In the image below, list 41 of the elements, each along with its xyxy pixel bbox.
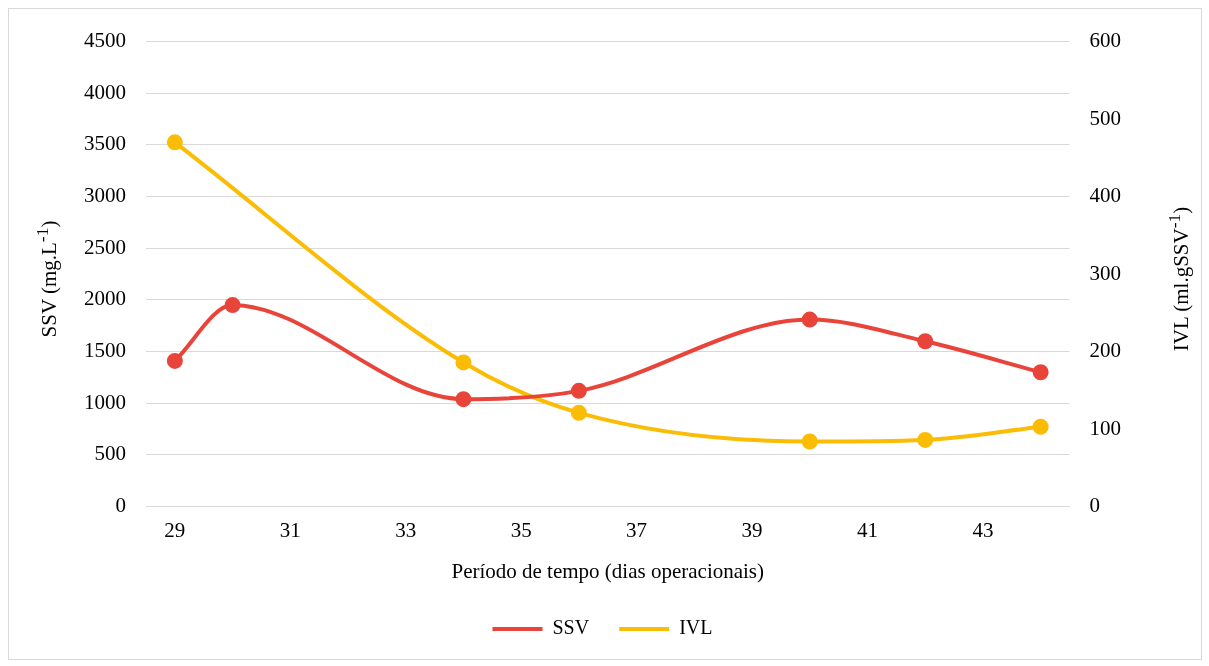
y2-tick-label: 200: [1089, 338, 1121, 363]
point: [455, 354, 472, 371]
y-tick-label: 1500: [84, 338, 126, 363]
point: [1032, 418, 1049, 435]
y-tick-label: 500: [94, 441, 126, 466]
y-tick-label: 1000: [84, 389, 126, 414]
y-tick-label: 0: [115, 493, 126, 518]
x-tick-label: 33: [395, 517, 417, 542]
point: [917, 333, 934, 350]
y2-tick-label: 500: [1089, 105, 1121, 130]
point: [224, 297, 241, 314]
x-tick-label: 37: [626, 517, 648, 542]
y-tick-label: 3500: [84, 131, 126, 156]
y2-tick-label: 400: [1089, 183, 1121, 208]
point: [166, 134, 183, 151]
x-tick-label: 31: [279, 517, 301, 542]
x-tick-label: 39: [741, 517, 763, 542]
legend-label: IVL: [679, 616, 713, 639]
y2-tick-label: 600: [1089, 28, 1121, 53]
y2-tick-label: 100: [1089, 415, 1121, 440]
legend-label: SSV: [552, 616, 590, 639]
y-tick-label: 4500: [84, 28, 126, 53]
y-tick-label: 2500: [84, 234, 126, 259]
y-tick-label: 2000: [84, 286, 126, 311]
x-tick-label: 41: [856, 517, 878, 542]
x-axis-title: Período de tempo (dias operacionais): [451, 558, 765, 583]
y2-tick-label: 300: [1089, 260, 1121, 285]
point: [570, 382, 587, 399]
point: [455, 391, 472, 408]
y-tick-label: 4000: [84, 79, 126, 104]
point: [801, 433, 818, 450]
y-tick-label: 3000: [84, 183, 126, 208]
x-tick-label: 35: [510, 517, 532, 542]
point: [917, 431, 934, 448]
point: [1032, 364, 1049, 381]
x-tick-label: 29: [164, 517, 186, 542]
x-tick-label: 43: [972, 517, 994, 542]
point: [166, 352, 183, 369]
point: [801, 311, 818, 328]
point: [570, 404, 587, 421]
y2-tick-label: 0: [1089, 493, 1100, 518]
